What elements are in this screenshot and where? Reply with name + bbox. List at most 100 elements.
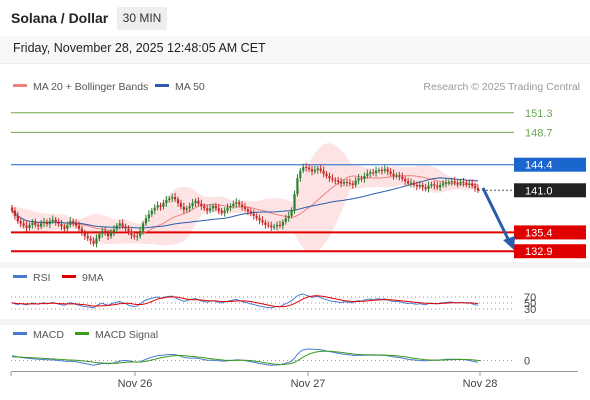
- candle-body: [278, 224, 282, 226]
- candle-body: [369, 172, 372, 174]
- candle-body: [31, 222, 34, 225]
- candle-body: [473, 185, 477, 189]
- candle-body: [188, 206, 191, 209]
- candle-body: [249, 211, 252, 214]
- last-price-label: 141.0: [525, 185, 553, 197]
- candle-body: [444, 182, 448, 184]
- x-tick-label: Nov 27: [291, 378, 326, 390]
- candle-body: [48, 221, 51, 225]
- candle-body: [141, 223, 145, 231]
- candle-body: [69, 221, 72, 225]
- candle-body: [118, 223, 121, 226]
- candle-body: [150, 210, 153, 215]
- x-tick-label: Nov 26: [118, 378, 153, 390]
- candle-body: [171, 197, 174, 199]
- candle-body: [211, 206, 215, 209]
- candle-body: [89, 238, 92, 241]
- x-axis: Nov 26 Nov 27 Nov 28: [10, 371, 578, 390]
- date-bar: Friday, November 28, 2025 12:48:05 AM CE…: [0, 36, 590, 63]
- forecast-arrow-head: [503, 236, 515, 250]
- candle-body: [60, 224, 63, 227]
- candle-body: [223, 210, 226, 213]
- candle-body: [101, 230, 104, 234]
- candle-body: [453, 181, 456, 183]
- candle-body: [174, 197, 177, 200]
- last-price-tag: [514, 183, 586, 198]
- rsi-ma-legend-label: 9MA: [82, 272, 104, 284]
- bollinger-band: [12, 143, 478, 253]
- candle-body: [63, 226, 66, 229]
- candle-body: [418, 185, 421, 187]
- candle-body: [342, 182, 346, 184]
- candle-body: [77, 225, 81, 229]
- candle-body: [409, 182, 413, 184]
- candle-body: [34, 222, 37, 225]
- candle-body: [191, 203, 194, 207]
- timeframe-button[interactable]: 30 MIN: [117, 7, 167, 30]
- candle-body: [25, 225, 28, 228]
- candle-body: [270, 225, 273, 228]
- candle-body: [345, 182, 349, 184]
- candle-body: [273, 226, 276, 228]
- candle-body: [144, 218, 148, 224]
- candle-body: [310, 169, 314, 172]
- candle-body: [313, 169, 316, 172]
- candle-body: [261, 220, 264, 223]
- candle-body: [380, 169, 383, 171]
- candle-body: [42, 221, 46, 224]
- price-plot: 151.3 148.7 144.4 141.0 135.4 132.9: [10, 108, 586, 259]
- candle-body: [243, 206, 247, 210]
- candle-body: [354, 180, 357, 186]
- ma20-legend-swatch: [13, 84, 27, 87]
- x-tick-label: Nov 28: [463, 378, 498, 390]
- candle-body: [334, 179, 337, 181]
- candle-body: [206, 208, 209, 211]
- candle-body: [246, 209, 250, 212]
- candle-body: [293, 194, 296, 210]
- candle-body: [19, 221, 22, 224]
- ma20-legend-label: MA 20 + Bollinger Bands: [33, 81, 148, 93]
- candle-body: [459, 182, 462, 184]
- macd-legend-swatch: [13, 332, 27, 335]
- candle-body: [22, 223, 25, 226]
- candle-body: [377, 169, 381, 171]
- candle-body: [121, 223, 124, 227]
- candle-body: [107, 233, 110, 237]
- support-tag: [514, 225, 586, 240]
- candle-body: [307, 167, 311, 170]
- support-label: 135.4: [525, 227, 553, 239]
- candle-body: [109, 232, 113, 237]
- candle-body: [275, 224, 279, 227]
- candle-body: [424, 187, 427, 189]
- candle-body: [83, 233, 86, 237]
- candle-body: [299, 170, 302, 179]
- candle-body: [316, 168, 319, 170]
- candle-body: [252, 213, 255, 216]
- candle-body: [185, 208, 188, 210]
- rsi-line: [11, 293, 479, 309]
- candle-body: [115, 225, 118, 230]
- candle-body: [214, 206, 217, 209]
- macd-signal-line: [12, 350, 481, 365]
- chart-title: Solana / Dollar: [11, 10, 109, 26]
- rsi-ma-legend-swatch: [62, 275, 76, 278]
- candle-body: [471, 183, 474, 186]
- macd-legend-label: MACD: [33, 329, 64, 341]
- candle-body: [476, 188, 480, 191]
- candle-body: [240, 204, 244, 207]
- candle-body: [147, 214, 150, 219]
- candle-body: [200, 203, 203, 207]
- candle-body: [139, 230, 142, 237]
- rsi-ma-line: [11, 295, 479, 308]
- candle-body: [258, 218, 261, 221]
- candle-body: [179, 203, 183, 207]
- candle-body: [392, 173, 395, 176]
- candle-body: [127, 228, 130, 233]
- candle-body: [203, 206, 206, 209]
- candle-body: [267, 224, 270, 226]
- candle-body: [372, 172, 375, 174]
- candle-body: [290, 209, 293, 216]
- candle-body: [386, 169, 389, 172]
- candle-body: [450, 181, 453, 183]
- candle-body: [337, 180, 340, 183]
